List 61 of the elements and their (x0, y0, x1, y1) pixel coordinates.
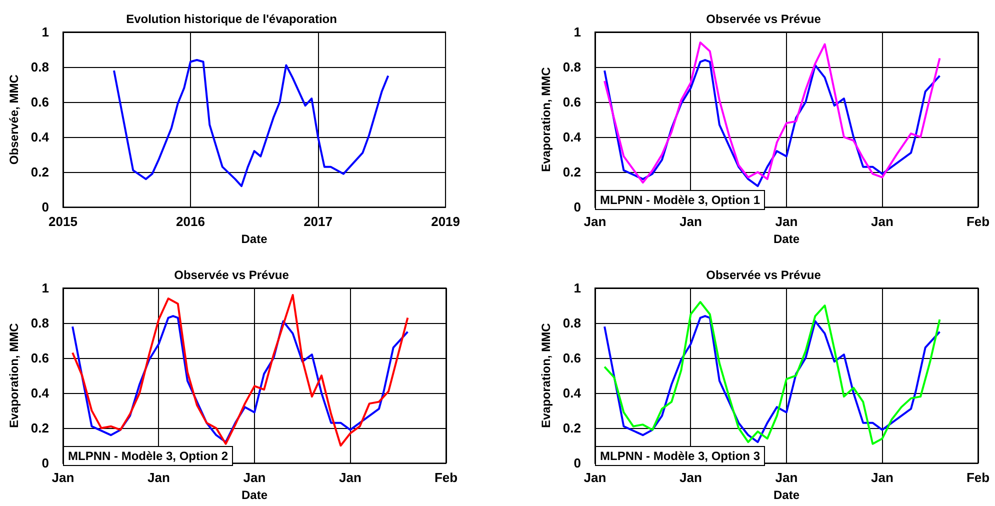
annotation: MLPNN - Modèle 3, Option 1 (600, 193, 760, 207)
y-tick-label: 0.8 (30, 60, 49, 75)
y-axis-title: Evaporation, MMC (539, 322, 553, 428)
chart-title: Observée vs Prévue (706, 268, 822, 282)
x-tick-label: Jan (871, 470, 894, 486)
x-tick-label: Jan (243, 470, 266, 486)
y-tick-label: 0.2 (30, 420, 49, 436)
x-tick-label: Jan (584, 470, 606, 486)
y-tick-label: 0.8 (562, 60, 581, 75)
x-axis-title: Date (773, 488, 800, 502)
x-tick-label: Jan (871, 214, 894, 230)
x-axis-title: Date (241, 232, 268, 246)
line-series (72, 294, 409, 447)
y-tick-label: 0 (574, 456, 581, 471)
annotation: MLPNN - Modèle 3, Option 2 (68, 449, 228, 463)
x-tick-label: Jan (52, 470, 74, 486)
y-tick-label: 0.4 (30, 130, 50, 145)
x-tick-label: Jan (680, 470, 702, 486)
y-tick-label: 0.6 (562, 94, 581, 110)
y-tick-label: 0.8 (562, 316, 581, 331)
x-tick-label: Jan (775, 214, 798, 230)
x-tick-label: 2016 (176, 214, 205, 230)
y-tick-label: 1 (574, 24, 581, 40)
y-tick-label: 0.6 (30, 94, 49, 110)
y-tick-label: 1 (574, 280, 581, 296)
chart-title: Observée vs Prévue (706, 12, 822, 26)
line-series (112, 59, 390, 188)
y-tick-label: 0.6 (562, 350, 581, 366)
y-tick-label: 0.4 (562, 130, 582, 145)
annotation: MLPNN - Modèle 3, Option 3 (600, 449, 760, 463)
x-tick-label: Jan (148, 470, 170, 486)
y-tick-label: 0 (42, 456, 49, 471)
x-axis-title: Date (773, 232, 800, 246)
y-tick-label: 0.2 (562, 164, 581, 180)
y-tick-label: 0 (42, 200, 49, 215)
y-axis-title: Observée, MMC (7, 74, 21, 165)
x-tick-label: Jan (680, 214, 702, 230)
y-tick-label: 0.8 (30, 316, 49, 331)
y-tick-label: 0 (574, 200, 581, 215)
y-tick-label: 0.6 (30, 350, 49, 366)
chart-title: Evolution historique de l'évaporation (126, 12, 337, 26)
x-tick-label: 2017 (304, 214, 332, 230)
x-tick-label: Feb (434, 470, 458, 486)
y-tick-label: 0.4 (562, 386, 582, 401)
y-axis-title: Evaporation, MMC (539, 66, 553, 172)
y-axis-title: Evaporation, MMC (7, 322, 21, 428)
y-tick-label: 0.4 (30, 386, 50, 401)
y-tick-label: 0.2 (562, 420, 581, 436)
x-tick-label: Feb (966, 214, 990, 230)
chart-title: Observée vs Prévue (174, 268, 290, 282)
y-tick-label: 0.2 (30, 164, 49, 180)
y-tick-label: 1 (42, 24, 49, 40)
y-tick-label: 1 (42, 280, 49, 296)
x-tick-label: Jan (339, 470, 362, 486)
line-series (72, 315, 409, 444)
x-axis-title: Date (241, 488, 268, 502)
x-tick-label: 2015 (48, 214, 78, 230)
x-tick-label: Jan (775, 470, 798, 486)
x-tick-label: Jan (584, 214, 606, 230)
x-tick-label: Feb (966, 470, 990, 486)
x-tick-label: 2019 (431, 214, 460, 230)
